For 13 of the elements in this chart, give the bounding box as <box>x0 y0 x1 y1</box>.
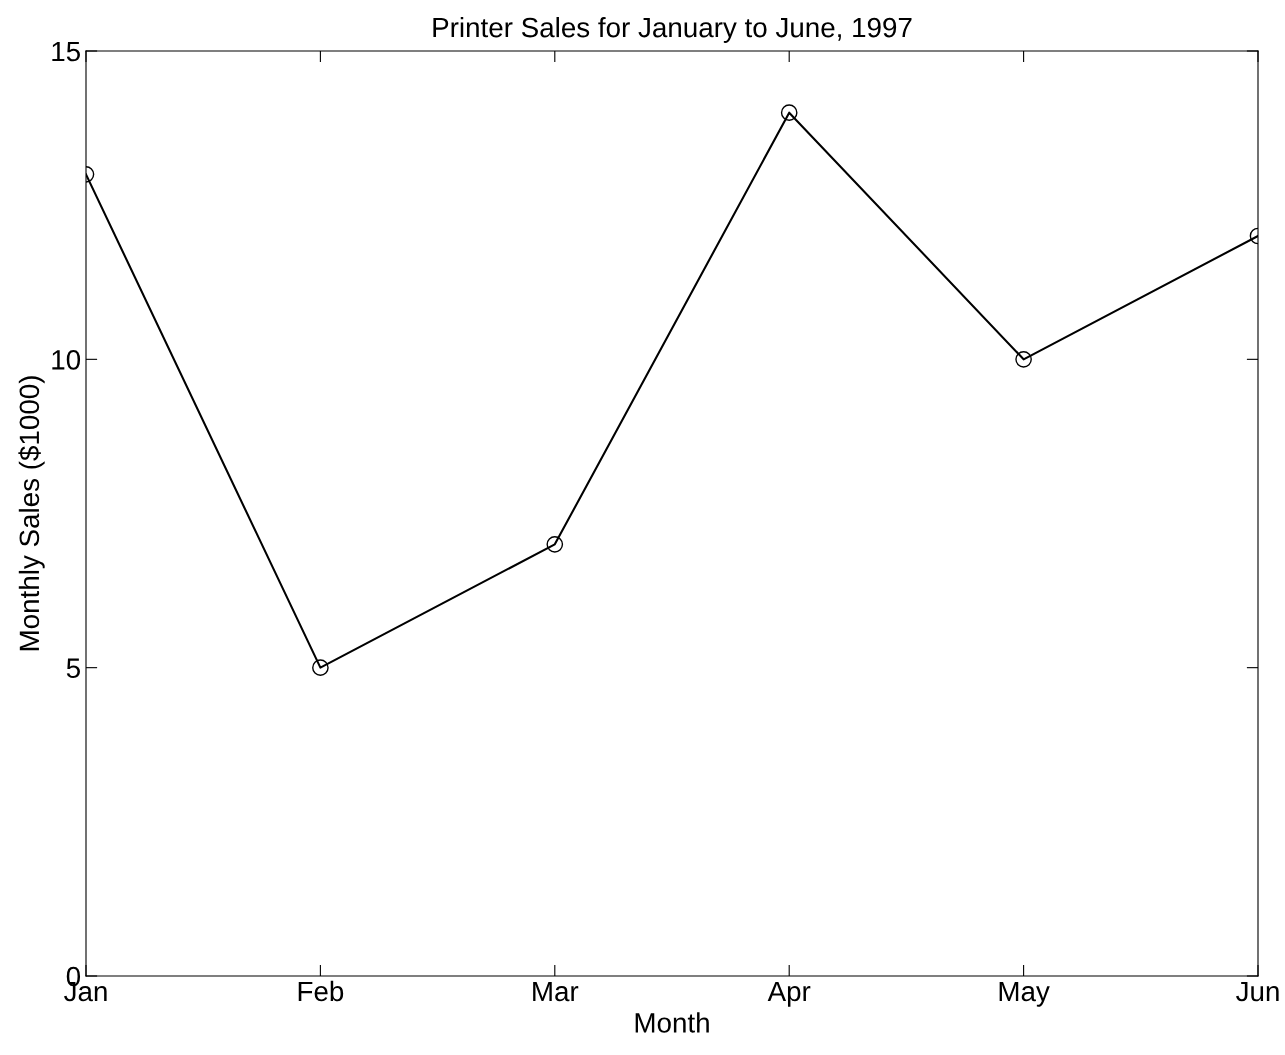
x-tick-label: Mar <box>533 981 579 1002</box>
x-tick-label: Apr <box>767 981 811 1007</box>
point <box>780 104 798 122</box>
y-tick-label: 5 <box>66 658 80 679</box>
point <box>546 535 564 553</box>
x-tick-label: Jun <box>1236 981 1279 1002</box>
x-tick-label: May <box>999 981 1050 1007</box>
chart-title: Printer Sales for January to June, 1997 <box>433 16 912 43</box>
y-tick-label: 10 <box>52 350 81 370</box>
y-axis-title: Monthly Sales ($1000) <box>18 376 45 651</box>
y-tick-label: 15 <box>52 41 80 62</box>
x-axis-title: Month <box>635 1012 709 1033</box>
x-tick-label: Feb <box>298 980 344 1002</box>
